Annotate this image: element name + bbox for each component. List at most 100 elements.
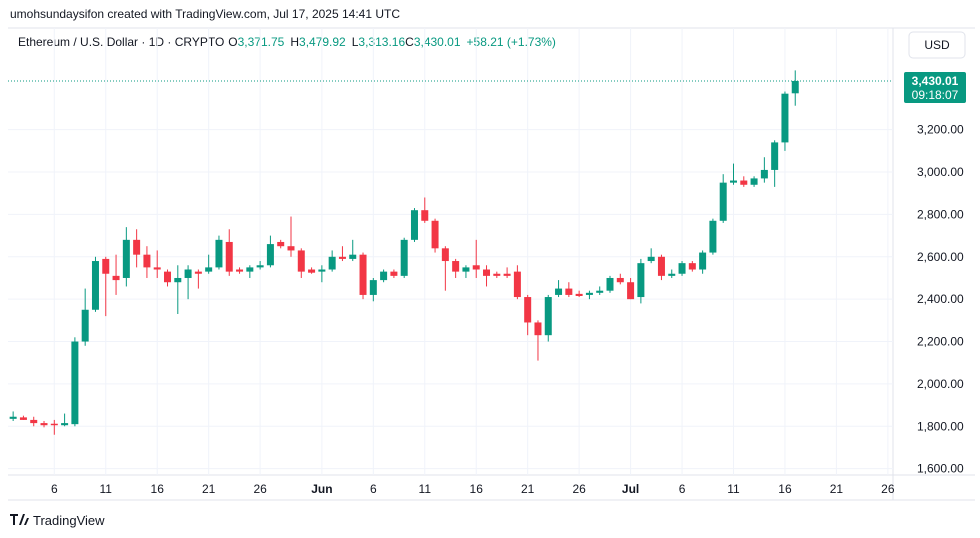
high-label: H	[290, 35, 299, 49]
candle-body	[318, 269, 326, 272]
currency-button[interactable]	[908, 31, 966, 59]
candle-body	[709, 220, 717, 253]
candle-body	[91, 261, 99, 310]
candle-body	[215, 239, 223, 268]
candle-body	[771, 142, 779, 170]
x-tick-label: Jun	[311, 482, 332, 496]
countdown: 09:18:07	[912, 88, 959, 102]
candle-body	[555, 288, 563, 295]
candle-body	[122, 239, 130, 278]
candle-body	[472, 265, 480, 270]
candle-body	[719, 182, 727, 221]
x-tick-label: 6	[51, 482, 58, 496]
candle-body	[699, 252, 707, 270]
candle-body	[236, 269, 244, 272]
candle-body	[246, 267, 254, 272]
candle-body	[678, 263, 686, 274]
candle-body	[328, 256, 336, 270]
x-tick-label: 11	[727, 482, 740, 496]
candle-body	[30, 419, 38, 424]
last-price-box	[904, 71, 966, 103]
y-tick-label: 2,800.00	[917, 207, 964, 221]
candle-body	[524, 297, 532, 323]
candle-body	[585, 292, 593, 295]
candle-body	[102, 258, 110, 274]
candle-body	[781, 93, 789, 143]
candle-body	[534, 322, 542, 336]
candle-body	[359, 254, 367, 295]
candle-body	[266, 244, 274, 266]
open-label: O	[228, 35, 237, 49]
y-tick-label: 2,000.00	[917, 377, 964, 391]
candle-body	[225, 241, 233, 272]
candle-body	[308, 269, 316, 273]
x-tick-label: 6	[370, 482, 377, 496]
symbol: Ethereum / U.S. Dollar · 1D · CRYPTO	[18, 35, 224, 49]
candle-body	[133, 239, 141, 255]
candle-body	[688, 263, 696, 270]
y-tick-label: 1,600.00	[917, 462, 964, 476]
candle-body	[349, 254, 357, 259]
y-tick-label: 2,400.00	[917, 292, 964, 306]
candle-body	[410, 210, 418, 240]
candle-body	[184, 269, 192, 278]
candle-body	[153, 267, 161, 270]
candle-body	[740, 180, 748, 185]
currency-label[interactable]: USD	[924, 38, 950, 52]
x-tick-label: 16	[778, 482, 792, 496]
y-tick-label: 2,200.00	[917, 335, 964, 349]
candle-body	[164, 271, 172, 283]
candle-body	[112, 275, 120, 281]
legend: Ethereum / U.S. Dollar · 1D · CRYPTO O3,3…	[18, 35, 556, 49]
candle-body	[50, 423, 58, 426]
candle-body	[297, 250, 305, 272]
candle-body	[400, 239, 408, 276]
candle-body	[462, 267, 470, 272]
x-tick-label: Jul	[622, 482, 639, 496]
x-tick-label: 21	[202, 482, 216, 496]
x-tick-label: 11	[100, 482, 113, 496]
candle-body	[431, 220, 439, 249]
candle-body	[791, 80, 799, 94]
candle-body	[338, 256, 346, 259]
x-tick-label: 21	[521, 482, 535, 496]
candle-body	[9, 416, 17, 419]
candle-body	[575, 293, 583, 296]
x-tick-label: 16	[470, 482, 484, 496]
candle-body	[256, 265, 264, 268]
change: +58.21 (+1.73%)	[467, 35, 556, 49]
candle-body	[503, 273, 511, 276]
candle-body	[513, 271, 521, 298]
x-tick-label: 16	[151, 482, 165, 496]
candle-body	[205, 267, 213, 272]
candle-body	[729, 180, 737, 183]
close-label: C	[405, 35, 414, 49]
low-label: L	[352, 35, 359, 49]
candle-body	[441, 248, 449, 262]
x-tick-label: 6	[679, 482, 686, 496]
candle-body	[71, 341, 79, 425]
open: 3,371.75	[238, 35, 285, 49]
header: umohsundaysifon created with TradingView…	[10, 7, 400, 21]
candle-body	[544, 297, 552, 336]
last-price-label: 3,430.01	[912, 74, 959, 88]
candle-body	[606, 277, 614, 291]
candle-body	[647, 256, 655, 262]
candle-body	[668, 273, 676, 276]
candle-body	[143, 254, 151, 268]
y-tick-label: 3,200.00	[917, 123, 964, 137]
y-tick-label: 1,800.00	[917, 419, 964, 433]
candle-body	[596, 290, 604, 293]
x-tick-label: 11	[419, 482, 432, 496]
candle-body	[81, 309, 89, 342]
x-tick-label: 26	[253, 482, 267, 496]
candle-body	[61, 423, 69, 426]
footer: TradingView	[33, 513, 105, 528]
candle-body	[493, 273, 501, 276]
candle-body	[380, 271, 388, 281]
candle-body	[19, 417, 27, 420]
y-tick-label: 2,600.00	[917, 250, 964, 264]
y-tick-label: 3,000.00	[917, 165, 964, 179]
candle-body	[421, 210, 429, 221]
